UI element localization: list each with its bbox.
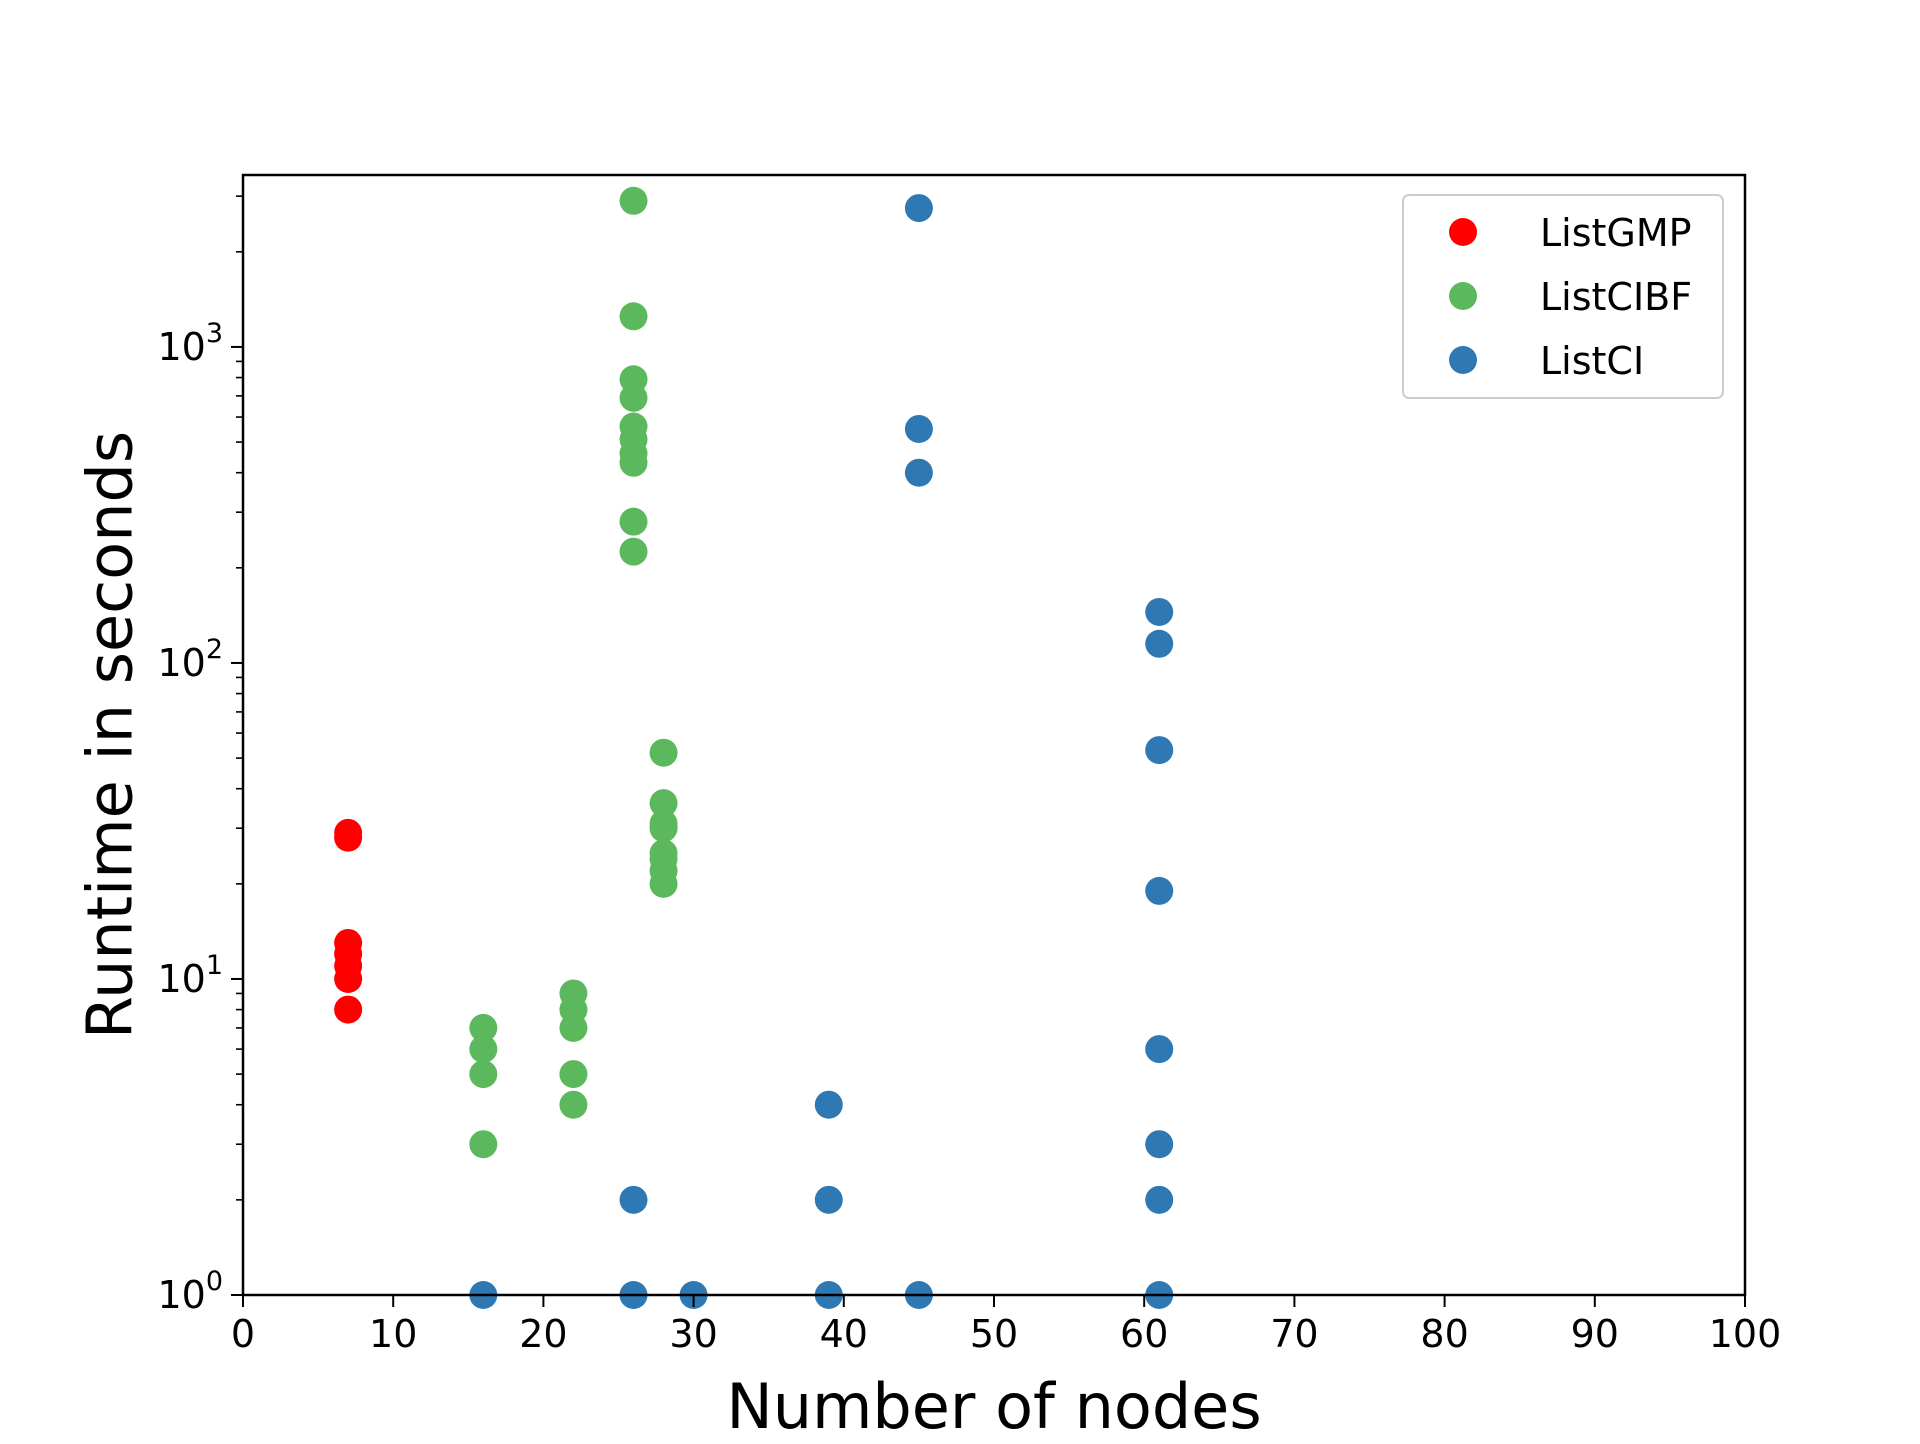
data-point [814, 1185, 843, 1214]
legend-label: ListGMP [1540, 211, 1692, 255]
x-tick-label: 70 [1270, 1312, 1318, 1356]
y-tick-base: 10 [157, 325, 205, 369]
data-point [619, 383, 648, 412]
data-point [559, 1090, 588, 1119]
y-tick-label: 103 [157, 318, 223, 369]
data-point [469, 1060, 498, 1089]
data-point [559, 1013, 588, 1042]
x-tick-label: 80 [1420, 1312, 1468, 1356]
data-point [1145, 736, 1174, 765]
x-tick-label: 30 [669, 1312, 717, 1356]
y-tick-base: 10 [157, 641, 205, 685]
data-point [1145, 629, 1174, 658]
data-point [619, 186, 648, 215]
data-point [619, 537, 648, 566]
x-tick-label: 60 [1120, 1312, 1168, 1356]
data-point [904, 194, 933, 223]
x-axis-ticks: 0 10 20 30 40 50 60 70 80 90 100 [231, 1295, 1781, 1356]
y-axis-label: Runtime in seconds [74, 431, 147, 1039]
data-point [1145, 597, 1174, 626]
series-listcibf [469, 186, 678, 1159]
data-point [1145, 1130, 1174, 1159]
legend-box [1402, 194, 1724, 399]
y-tick-base: 10 [157, 957, 205, 1001]
data-point [649, 738, 678, 767]
y-tick-exponent: 3 [206, 318, 223, 349]
x-tick-label: 90 [1571, 1312, 1619, 1356]
y-tick-exponent: 0 [206, 1266, 223, 1297]
data-point [619, 507, 648, 536]
data-point [1145, 1035, 1174, 1064]
x-tick-label: 20 [519, 1312, 567, 1356]
y-tick-exponent: 1 [206, 950, 223, 981]
x-tick-label: 40 [820, 1312, 868, 1356]
x-tick-label: 50 [970, 1312, 1018, 1356]
data-point [559, 1060, 588, 1089]
series-listgmp [334, 818, 363, 1024]
data-point [1145, 876, 1174, 905]
y-tick-label: 100 [157, 1266, 223, 1317]
data-point [904, 458, 933, 487]
data-point [334, 823, 363, 852]
data-point [904, 414, 933, 443]
data-point [649, 814, 678, 843]
x-tick-label: 100 [1709, 1312, 1782, 1356]
legend-marker-listcibf [1449, 282, 1477, 310]
legend-marker-listci [1449, 346, 1477, 374]
x-tick-label: 0 [231, 1312, 255, 1356]
data-point [649, 869, 678, 898]
legend-label: ListCI [1540, 339, 1644, 383]
data-point [619, 302, 648, 331]
legend-marker-listgmp [1449, 218, 1477, 246]
data-point [469, 1130, 498, 1159]
legend-label: ListCIBF [1540, 275, 1692, 319]
data-point [619, 448, 648, 477]
data-point [1145, 1185, 1174, 1214]
x-axis-label: Number of nodes [726, 1370, 1261, 1440]
x-tick-label: 10 [369, 1312, 417, 1356]
points-layer [334, 186, 1174, 1309]
data-point [649, 789, 678, 818]
y-tick-label: 101 [157, 950, 223, 1001]
series-listci [469, 194, 1174, 1309]
y-tick-base: 10 [157, 1273, 205, 1317]
data-point [619, 1185, 648, 1214]
data-point [334, 964, 363, 993]
y-tick-exponent: 2 [206, 634, 223, 665]
data-point [334, 995, 363, 1024]
y-tick-label: 102 [157, 634, 223, 685]
data-point [469, 1013, 498, 1042]
data-point [814, 1090, 843, 1119]
data-point [469, 1035, 498, 1064]
legend: ListGMP ListCIBF ListCI [1402, 194, 1724, 399]
